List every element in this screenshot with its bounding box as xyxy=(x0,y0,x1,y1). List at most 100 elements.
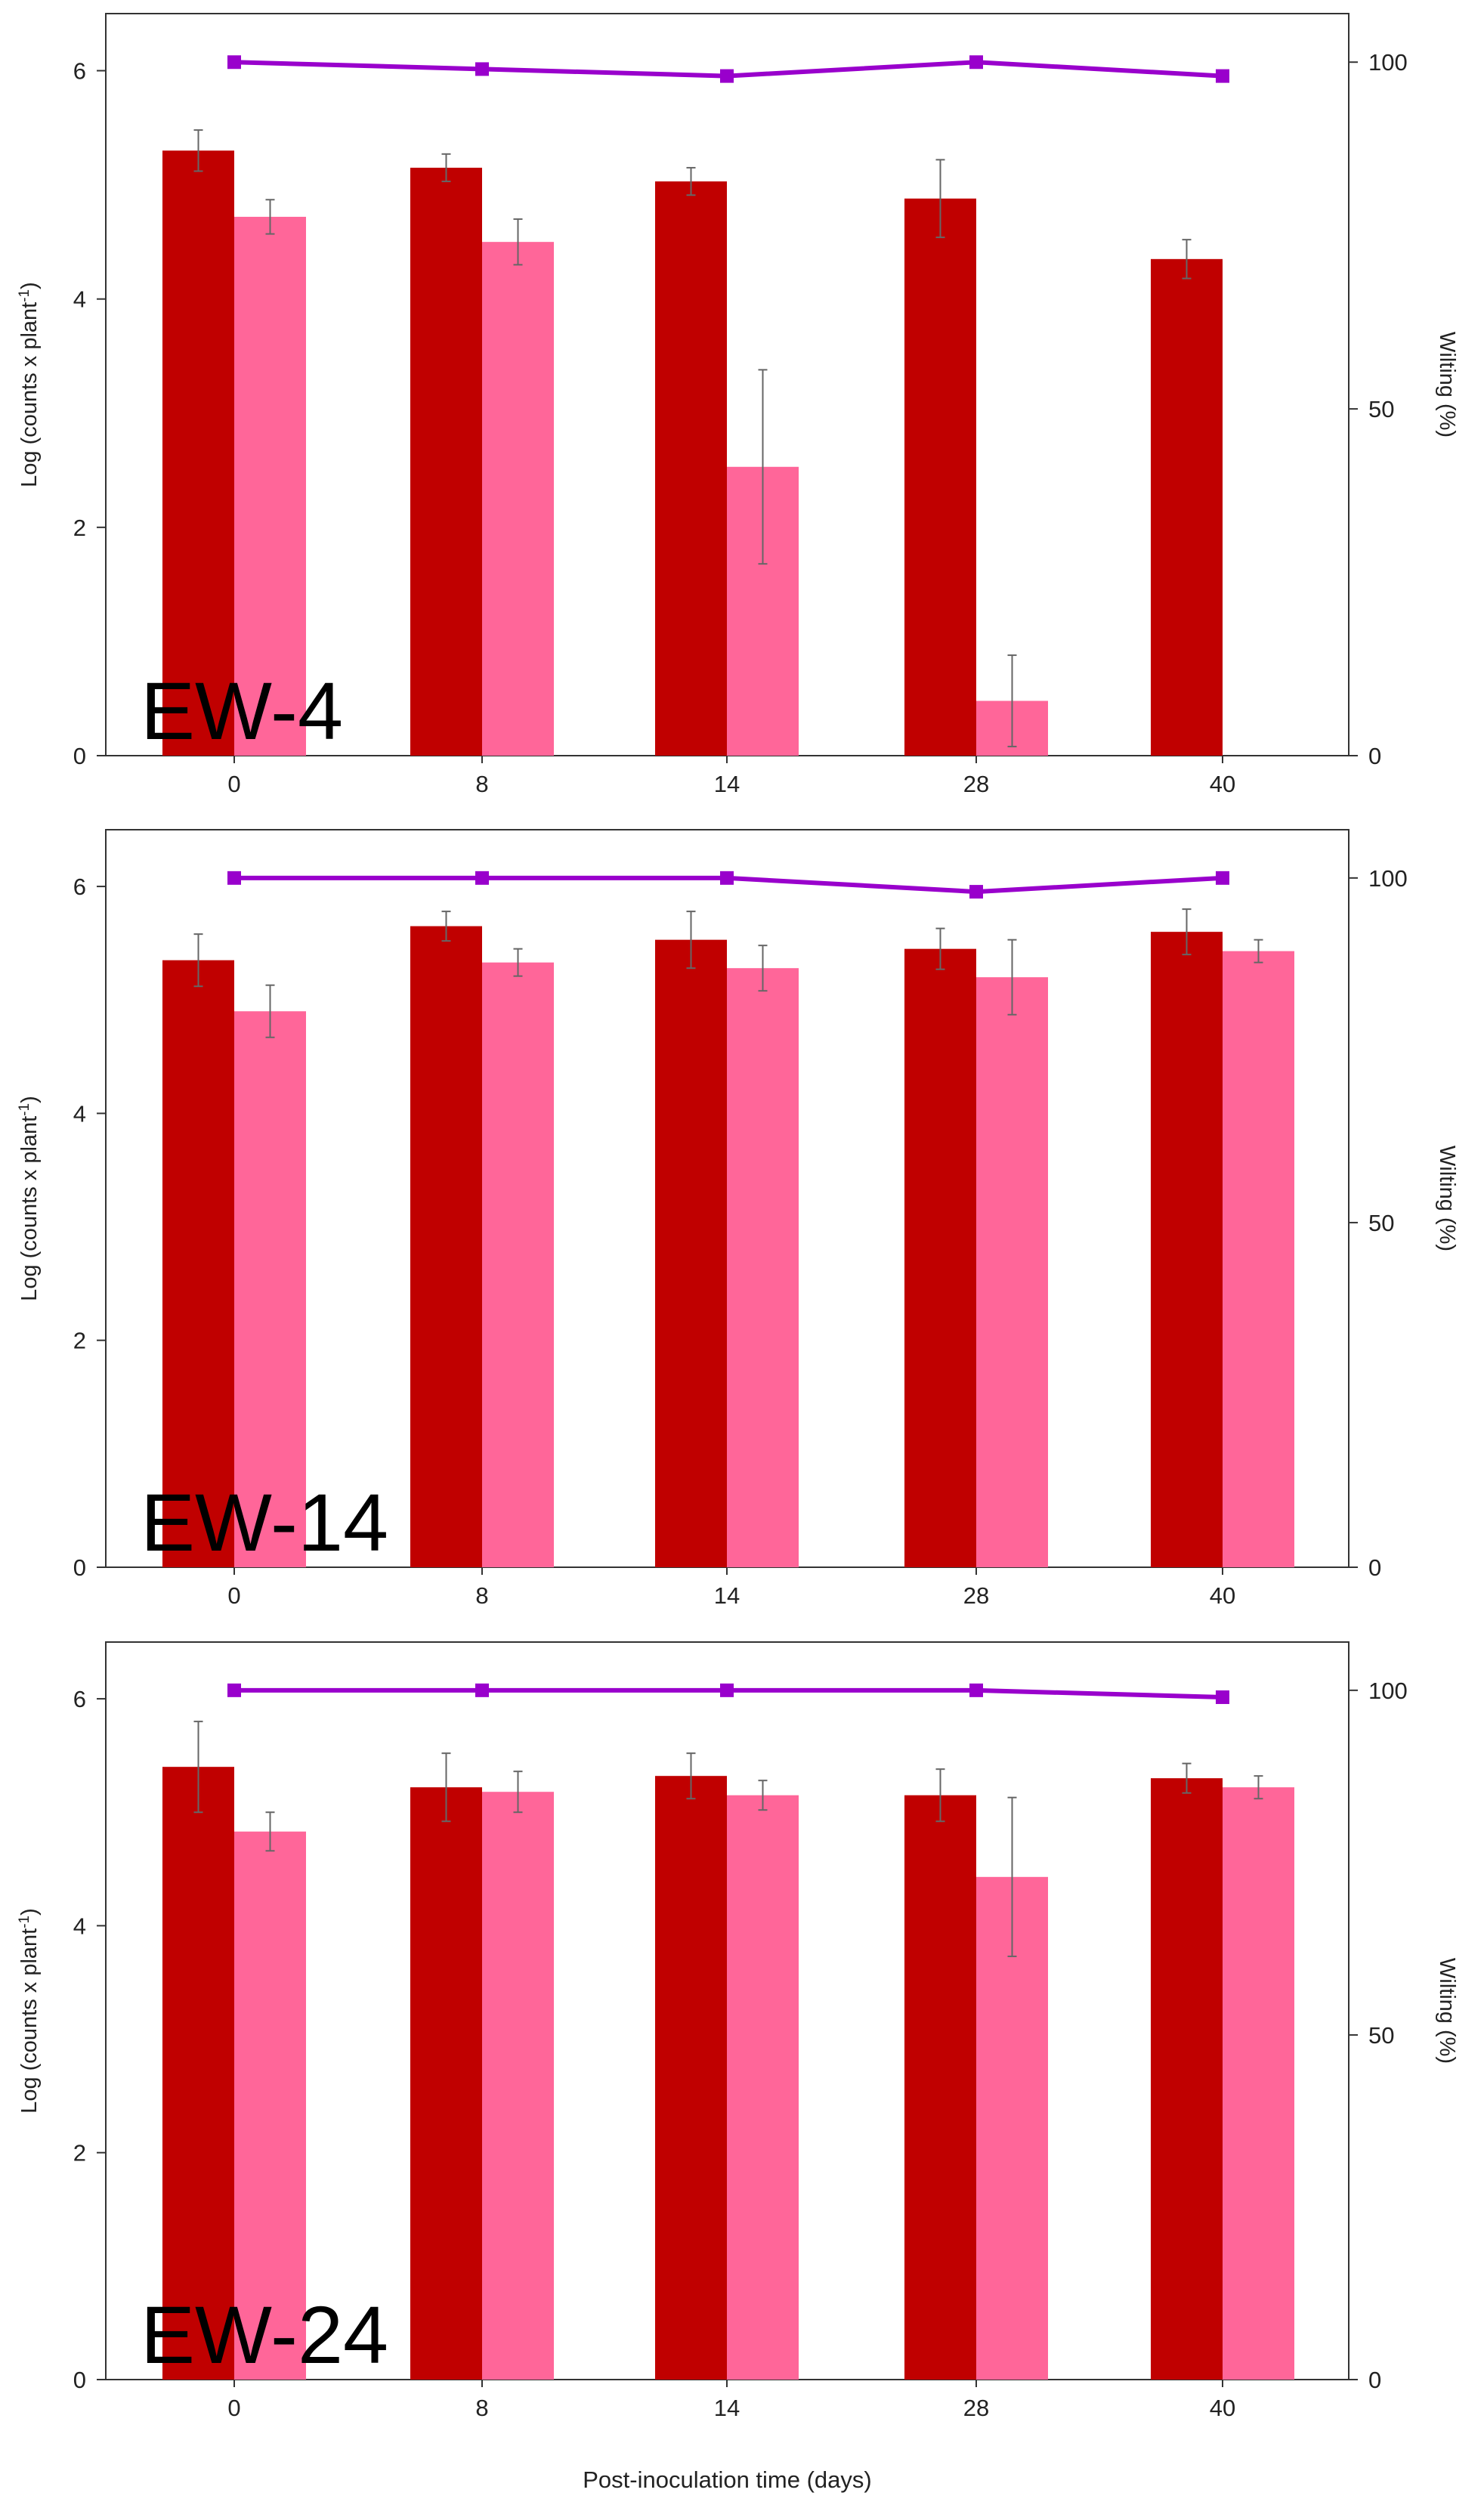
bar-dark-8 xyxy=(410,926,482,1567)
y-tick-label: 2 xyxy=(73,2140,86,2166)
panel-title: EW-4 xyxy=(141,665,343,756)
y2-axis-label: Wilting (%) xyxy=(1435,332,1459,438)
wilting-point-0 xyxy=(227,1683,241,1697)
chart-panel-2: 0 2 4 6 0 50 100 0 8 14 28 40 Log (counts x plant-1)… xyxy=(17,829,1459,1609)
bar-dark-0 xyxy=(162,960,234,1567)
bar-dark-14 xyxy=(655,939,727,1567)
bar-dark-8 xyxy=(410,167,482,756)
x-tick-label: 40 xyxy=(1210,771,1235,797)
y-tick-label: 6 xyxy=(73,58,86,85)
bar-dark-40 xyxy=(1151,1778,1223,2380)
y-axis-label-main: Log (counts x plant xyxy=(17,1116,42,1301)
y2-tick-label: 0 xyxy=(1368,1554,1381,1581)
x-tick-label: 28 xyxy=(963,1582,989,1609)
y-axis-label-superscript: -1 xyxy=(17,1103,32,1116)
bar-light-8 xyxy=(482,1792,554,2380)
y-axis-label-close: ) xyxy=(17,282,42,289)
wilting-point-8 xyxy=(475,871,489,885)
y-axis-label-close: ) xyxy=(17,1096,42,1103)
y-axis-label-superscript: -1 xyxy=(17,289,32,302)
x-tick-label: 0 xyxy=(227,1582,240,1609)
x-tick-label: 0 xyxy=(227,771,240,797)
wilting-point-40 xyxy=(1216,1690,1229,1704)
bar-dark-28 xyxy=(904,1795,976,2380)
bar-dark-8 xyxy=(410,1787,482,2380)
y2-tick-label: 50 xyxy=(1368,396,1394,422)
wilting-point-0 xyxy=(227,55,241,70)
y-axis-label-main: Log (counts x plant xyxy=(17,1928,42,2114)
wilting-point-8 xyxy=(475,62,489,76)
y-tick-label: 0 xyxy=(73,1554,86,1581)
wilting-point-14 xyxy=(720,1683,734,1697)
x-axis-label: Post-inoculation time (days) xyxy=(583,2466,872,2493)
bar-dark-0 xyxy=(162,150,234,756)
x-tick-label: 40 xyxy=(1210,1582,1235,1609)
y-tick-label: 4 xyxy=(73,1100,86,1127)
bar-dark-0 xyxy=(162,1767,234,2380)
y-axis-label-superscript: -1 xyxy=(17,1916,32,1928)
wilting-point-14 xyxy=(720,69,734,83)
panel-title: EW-24 xyxy=(141,2289,388,2380)
y2-tick-label: 50 xyxy=(1368,2022,1394,2049)
y-tick-label: 4 xyxy=(73,1913,86,1939)
wilting-point-8 xyxy=(475,1683,489,1697)
y2-tick-label: 0 xyxy=(1368,2367,1381,2393)
wilting-point-28 xyxy=(969,55,983,70)
y2-tick-label: 0 xyxy=(1368,743,1381,769)
y2-tick-label: 100 xyxy=(1368,49,1408,76)
wilting-point-0 xyxy=(227,871,241,885)
y-tick-label: 6 xyxy=(73,874,86,900)
y-tick-label: 6 xyxy=(73,1686,86,1712)
y-axis-label-main: Log (counts x plant xyxy=(17,302,42,487)
x-tick-label: 8 xyxy=(475,771,488,797)
bar-light-28 xyxy=(976,1876,1048,2380)
wilting-point-14 xyxy=(720,871,734,885)
x-tick-label: 14 xyxy=(714,771,740,797)
y2-tick-label: 100 xyxy=(1368,1678,1408,1704)
bar-dark-40 xyxy=(1151,258,1223,756)
bar-light-8 xyxy=(482,242,554,756)
x-tick-label: 28 xyxy=(963,771,989,797)
y2-axis-label: Wilting (%) xyxy=(1435,1958,1459,2064)
y-axis-label-close: ) xyxy=(17,1908,42,1916)
x-tick-label: 0 xyxy=(227,2395,240,2421)
x-tick-label: 14 xyxy=(714,2395,740,2421)
y-axis-label: Log (counts x plant-1) xyxy=(17,1096,42,1301)
bar-light-0 xyxy=(234,216,306,756)
x-tick-label: 8 xyxy=(475,2395,488,2421)
bar-light-0 xyxy=(234,1011,306,1567)
y-tick-label: 0 xyxy=(73,2367,86,2393)
panel-title: EW-14 xyxy=(141,1477,388,1568)
bar-light-28 xyxy=(976,977,1048,1567)
wilting-point-28 xyxy=(969,885,983,899)
bar-dark-28 xyxy=(904,948,976,1567)
y-axis-label: Log (counts x plant-1) xyxy=(17,1908,42,2114)
bar-dark-40 xyxy=(1151,932,1223,1567)
bar-light-40 xyxy=(1223,1787,1294,2380)
y2-axis-label: Wilting (%) xyxy=(1435,1146,1459,1251)
y-tick-label: 4 xyxy=(73,286,86,313)
y-tick-label: 2 xyxy=(73,1328,86,1354)
x-tick-label: 28 xyxy=(963,2395,989,2421)
bar-dark-28 xyxy=(904,198,976,756)
bar-light-0 xyxy=(234,1831,306,2380)
wilting-point-40 xyxy=(1216,69,1229,83)
bar-light-14 xyxy=(727,968,799,1567)
bar-dark-14 xyxy=(655,181,727,756)
x-tick-label: 14 xyxy=(714,1582,740,1609)
wilting-point-28 xyxy=(969,1683,983,1697)
y-axis-label: Log (counts x plant-1) xyxy=(17,282,42,487)
wilting-point-40 xyxy=(1216,871,1229,885)
y-tick-label: 2 xyxy=(73,515,86,541)
y2-tick-label: 50 xyxy=(1368,1210,1394,1236)
chart-panel-3: 0 2 4 6 0 50 100 0 8 14 28 40 Log (counts x plant-1)… xyxy=(17,1641,1459,2493)
y-tick-label: 0 xyxy=(73,743,86,769)
x-tick-label: 40 xyxy=(1210,2395,1235,2421)
bar-light-40 xyxy=(1223,951,1294,1567)
bar-light-14 xyxy=(727,1795,799,2380)
chart-panel-1: 0 2 4 6 0 50 100 0 8 14 28 40 Log (counts x plant-1)… xyxy=(17,13,1459,797)
x-tick-label: 8 xyxy=(475,1582,488,1609)
bar-dark-14 xyxy=(655,1776,727,2380)
y2-tick-label: 100 xyxy=(1368,865,1408,892)
